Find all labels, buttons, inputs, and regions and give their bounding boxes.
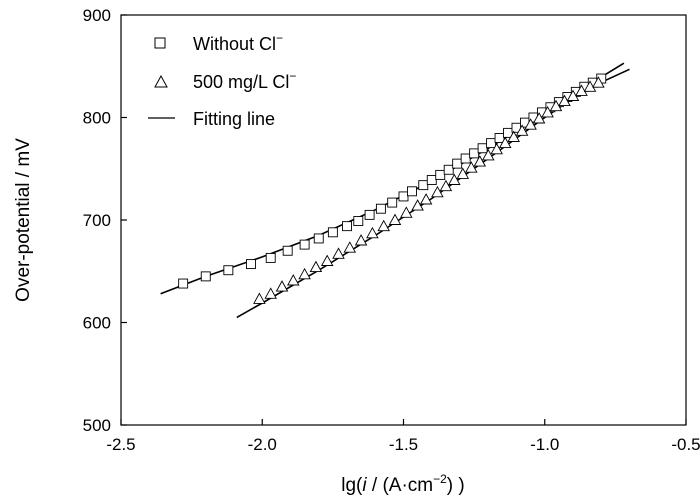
legend-label-500-cl: 500 mg/L Cl− [193,69,296,92]
data-point-triangle [264,287,277,299]
data-point-triangle [507,130,520,142]
data-point-square [398,191,409,202]
data-point-triangle [592,76,605,88]
x-tick-label: -2.0 [248,435,277,454]
data-point-triangle [253,292,266,304]
data-point-square [443,164,454,175]
y-axis-ticks: 500 600 700 800 900 [83,6,127,435]
data-point-triangle [275,280,289,292]
data-point-square [353,216,364,226]
data-point-triangle [456,167,470,179]
data-point-triangle [448,173,461,185]
data-point-triangle [400,206,413,218]
data-point-square [364,209,375,220]
data-point-triangle [411,199,424,211]
data-point-triangle [541,105,554,118]
y-axis-title: Over-potential / mV [13,138,34,302]
x-tick-label: -1.5 [389,435,418,454]
data-point-triangle [490,142,503,155]
data-point-square [342,221,352,232]
legend-marker-triangle [154,74,168,88]
legend-label-fitting-line: Fitting line [193,109,275,129]
data-point-triangle [366,226,379,239]
data-point-square [282,245,293,256]
data-point-square [299,239,310,250]
x-axis-ticks: -2.5 -2.0 -1.5 -1.0 -0.5 [106,419,700,454]
data-point-triangle [431,185,444,198]
data-point-triangle [498,136,512,149]
data-point-triangle [465,161,478,173]
data-point-square [494,133,505,143]
data-point-triangle [377,219,390,232]
data-point-triangle [532,112,546,124]
data-point-triangle [343,241,357,253]
data-point-triangle [583,80,597,92]
x-tick-label: -0.5 [671,435,700,454]
data-point-square [407,186,417,197]
data-point-triangle [439,179,453,192]
y-tick-label: 700 [83,211,111,230]
data-point-triangle [287,274,300,286]
data-point-triangle [354,234,368,246]
data-point-triangle [524,118,537,130]
legend-label-without-cl: Without Cl− [193,31,283,54]
y-tick-label: 500 [83,416,111,435]
y-tick-label: 800 [83,109,111,128]
data-point-square [387,197,398,208]
data-point-triangle [575,84,588,96]
legend: Without Cl− 500 mg/L Cl− Fitting line [148,31,296,129]
data-point-square [469,148,480,159]
data-markers [178,73,607,304]
data-point-square [200,271,211,282]
data-point-square [426,175,437,185]
data-point-square [245,259,256,270]
data-point-square [418,180,429,191]
x-axis-title: lg(i / (A·cm−2) ) [341,472,464,496]
y-tick-label: 900 [83,6,111,25]
data-point-square [313,233,324,244]
data-point-square [223,265,234,276]
data-point-square [486,138,497,149]
data-point-triangle [332,247,345,259]
data-point-triangle [320,254,334,266]
data-point-square [452,158,463,169]
data-point-triangle [473,155,487,167]
data-point-square [265,252,276,263]
data-point-square [460,153,471,164]
data-point-triangle [388,213,402,225]
data-point-square [477,143,488,154]
data-point-triangle [419,193,433,205]
y-tick-label: 600 [83,314,111,333]
data-point-square [435,169,446,180]
data-point-triangle [298,267,311,280]
x-tick-label: -1.0 [530,435,559,454]
data-point-triangle [482,148,495,161]
x-tick-label: -2.5 [106,435,135,454]
data-point-triangle [515,124,529,136]
data-point-square [375,203,386,214]
data-point-triangle [309,260,323,273]
legend-marker-square [154,37,166,49]
data-point-square [327,227,338,238]
data-point-square [178,278,189,289]
